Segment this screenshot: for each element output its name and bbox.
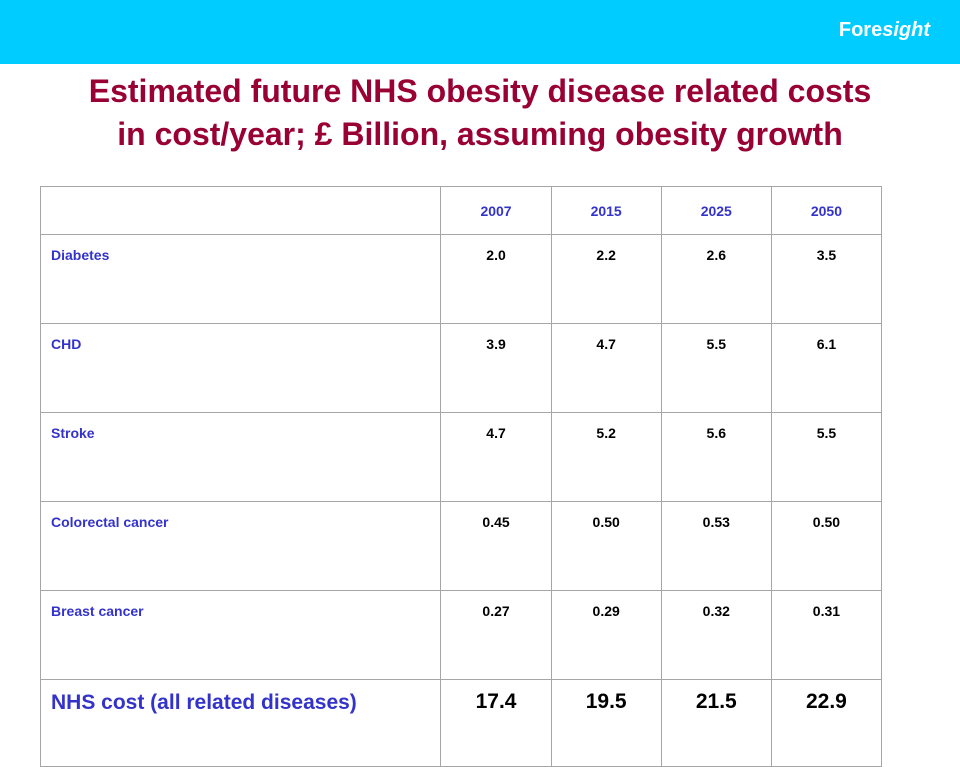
cell-value: 5.5 (660, 323, 772, 413)
brand-prefix: Fore (838, 19, 883, 41)
page-title: Estimated future NHS obesity disease rel… (0, 70, 960, 156)
cell-value: 5.6 (660, 412, 772, 502)
brand-suffix: sight (882, 19, 930, 41)
foresight-logo: Foresight (839, 19, 930, 42)
cell-value: 2.6 (660, 234, 772, 324)
top-banner: Foresight (0, 0, 960, 64)
table-row: Breast cancer 0.27 0.29 0.32 0.31 (39, 590, 883, 680)
cell-value: 6.1 (770, 323, 883, 413)
title-line-1: Estimated future NHS obesity disease rel… (88, 73, 872, 109)
cell-value: 2.0 (440, 234, 552, 324)
row-label: CHD (39, 323, 442, 413)
title-line-2: in cost/year; £ Billion, assuming obesit… (117, 116, 843, 152)
cell-value: 0.53 (660, 501, 772, 591)
row-label: Diabetes (39, 234, 442, 324)
table-row: Stroke 4.7 5.2 5.6 5.5 (39, 412, 883, 502)
year-header: 2025 (660, 186, 772, 235)
cell-value: 0.50 (770, 501, 883, 591)
total-value: 21.5 (660, 679, 772, 767)
cell-value: 0.31 (770, 590, 883, 680)
header-empty-cell (39, 186, 442, 235)
cell-value: 4.7 (440, 412, 552, 502)
year-header: 2050 (770, 186, 883, 235)
cell-value: 0.45 (440, 501, 552, 591)
cell-value: 0.32 (660, 590, 772, 680)
table-row: CHD 3.9 4.7 5.5 6.1 (39, 323, 883, 413)
total-value: 22.9 (770, 679, 883, 767)
total-value: 17.4 (440, 679, 552, 767)
row-label: Stroke (39, 412, 442, 502)
cell-value: 5.5 (770, 412, 883, 502)
cell-value: 3.9 (440, 323, 552, 413)
cell-value: 4.7 (550, 323, 662, 413)
cell-value: 5.2 (550, 412, 662, 502)
table-row: Diabetes 2.0 2.2 2.6 3.5 (39, 234, 883, 324)
cell-value: 3.5 (770, 234, 883, 324)
total-row: NHS cost (all related diseases) 17.4 19.… (39, 679, 883, 767)
cell-value: 0.50 (550, 501, 662, 591)
row-label: Colorectal cancer (39, 501, 442, 591)
row-label: Breast cancer (39, 590, 442, 680)
year-header: 2015 (550, 186, 662, 235)
table-header-row: 2007 2015 2025 2050 (39, 186, 883, 235)
cell-value: 2.2 (550, 234, 662, 324)
year-header: 2007 (440, 186, 552, 235)
table-row: Colorectal cancer 0.45 0.50 0.53 0.50 (39, 501, 883, 591)
total-label: NHS cost (all related diseases) (39, 679, 442, 767)
total-value: 19.5 (550, 679, 662, 767)
cell-value: 0.27 (440, 590, 552, 680)
cost-table: 2007 2015 2025 2050 Diabetes 2.0 2.2 2.6… (39, 186, 883, 767)
cell-value: 0.29 (550, 590, 662, 680)
